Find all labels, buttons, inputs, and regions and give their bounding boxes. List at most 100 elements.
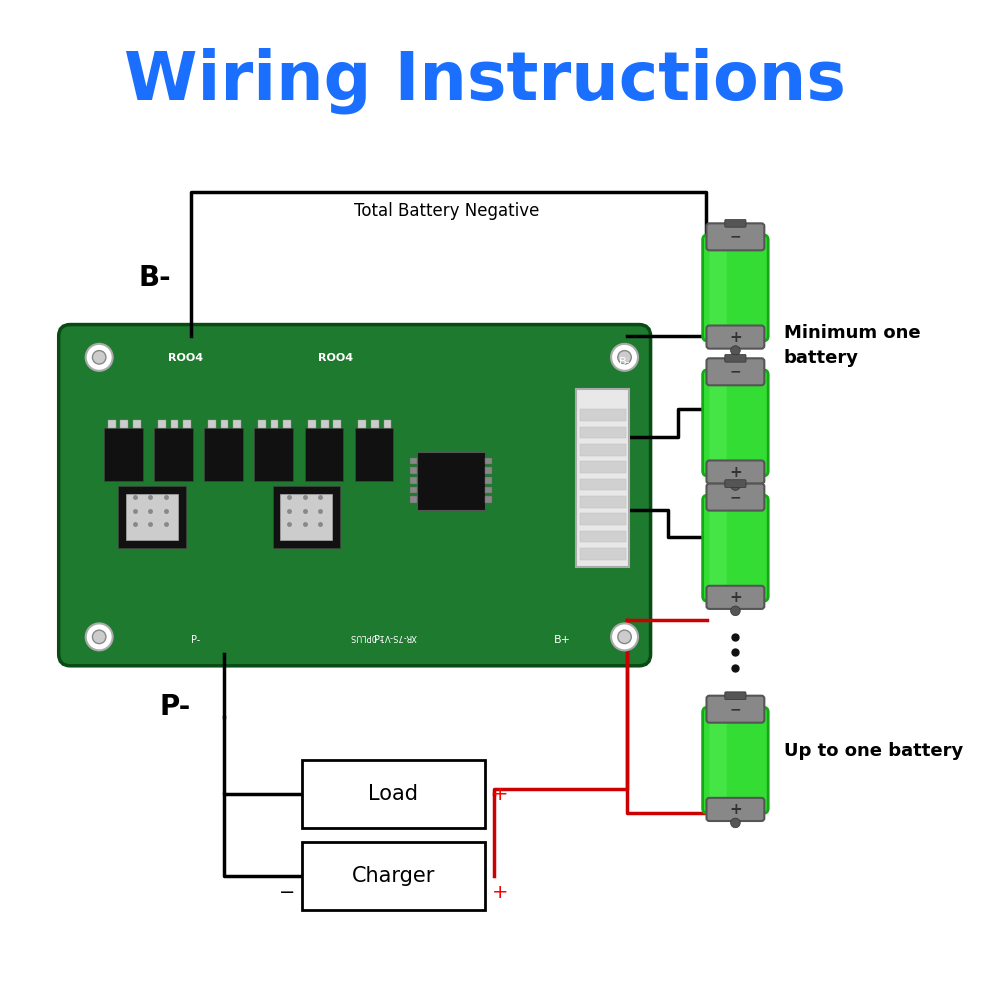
FancyBboxPatch shape (706, 358, 764, 385)
Circle shape (92, 351, 106, 364)
Text: Charger: Charger (352, 866, 435, 886)
Bar (485, 467, 492, 474)
Bar (410, 477, 417, 484)
Bar (576, 389, 629, 567)
Text: Total Battery Negative: Total Battery Negative (354, 202, 539, 220)
Text: −: − (730, 702, 741, 716)
Bar (580, 513, 626, 525)
Circle shape (618, 630, 631, 644)
Circle shape (618, 351, 631, 364)
Bar (333, 420, 341, 428)
Circle shape (731, 346, 740, 355)
Bar (580, 461, 626, 473)
Bar (580, 548, 626, 560)
Text: −: − (730, 490, 741, 504)
Bar (271, 420, 278, 428)
Bar (183, 420, 191, 428)
Bar (355, 428, 393, 481)
Bar (104, 428, 143, 481)
Text: +: + (729, 330, 742, 345)
Text: −: − (278, 883, 295, 902)
Bar (485, 477, 492, 484)
Bar (254, 428, 293, 481)
Bar (280, 494, 332, 540)
Text: P-: P- (374, 635, 383, 645)
Bar (384, 420, 391, 428)
FancyBboxPatch shape (706, 484, 764, 511)
Bar (417, 452, 485, 510)
Bar (302, 842, 485, 910)
Text: ROO4: ROO4 (168, 353, 203, 363)
FancyBboxPatch shape (706, 586, 764, 609)
Text: −: − (730, 365, 741, 379)
Bar (154, 428, 193, 481)
Bar (358, 420, 366, 428)
Circle shape (86, 623, 113, 650)
FancyBboxPatch shape (703, 707, 768, 813)
Text: P-: P- (191, 635, 200, 645)
Bar (302, 760, 485, 828)
Bar (485, 496, 492, 503)
Bar (580, 444, 626, 456)
Text: −: − (730, 230, 741, 244)
FancyBboxPatch shape (703, 370, 768, 476)
Text: +: + (492, 785, 508, 804)
FancyBboxPatch shape (59, 325, 651, 666)
Bar (118, 486, 186, 548)
Text: XR-7S-V1.0PLUS: XR-7S-V1.0PLUS (350, 632, 417, 641)
Bar (305, 428, 343, 481)
Bar (410, 467, 417, 474)
Circle shape (731, 606, 740, 616)
Circle shape (611, 344, 638, 371)
FancyBboxPatch shape (706, 696, 764, 723)
Bar (321, 420, 329, 428)
Bar (485, 487, 492, 493)
Bar (580, 479, 626, 490)
Bar (108, 420, 116, 428)
Text: +: + (492, 883, 508, 902)
Text: P-: P- (160, 693, 191, 721)
Bar (308, 420, 316, 428)
FancyBboxPatch shape (706, 460, 764, 484)
Bar (580, 427, 626, 438)
Bar (126, 494, 178, 540)
FancyBboxPatch shape (709, 377, 727, 469)
Text: B-: B- (619, 357, 630, 367)
Bar (158, 420, 166, 428)
Bar (580, 496, 626, 508)
Circle shape (611, 623, 638, 650)
Bar (580, 409, 626, 421)
Bar (204, 428, 243, 481)
Bar (120, 420, 128, 428)
Text: B-: B- (139, 264, 171, 292)
Circle shape (86, 344, 113, 371)
Bar (133, 420, 141, 428)
Text: Load: Load (368, 784, 418, 804)
Bar (371, 420, 379, 428)
FancyBboxPatch shape (706, 326, 764, 349)
Circle shape (731, 818, 740, 828)
Bar (283, 420, 291, 428)
Text: +: + (729, 465, 742, 480)
Text: Wiring Instructions: Wiring Instructions (124, 47, 846, 114)
Bar (208, 420, 216, 428)
Bar (221, 420, 228, 428)
FancyBboxPatch shape (725, 692, 746, 700)
FancyBboxPatch shape (709, 242, 727, 334)
FancyBboxPatch shape (725, 219, 746, 227)
Bar (410, 487, 417, 493)
Bar (410, 458, 417, 464)
Circle shape (92, 630, 106, 644)
Text: +: + (729, 802, 742, 817)
Bar (258, 420, 266, 428)
Bar (580, 531, 626, 542)
Bar (171, 420, 178, 428)
Bar (233, 420, 241, 428)
Text: −: − (278, 785, 295, 804)
FancyBboxPatch shape (709, 714, 727, 807)
Bar (485, 458, 492, 464)
FancyBboxPatch shape (706, 223, 764, 250)
FancyBboxPatch shape (709, 502, 727, 594)
Bar (410, 496, 417, 503)
Bar (273, 486, 340, 548)
